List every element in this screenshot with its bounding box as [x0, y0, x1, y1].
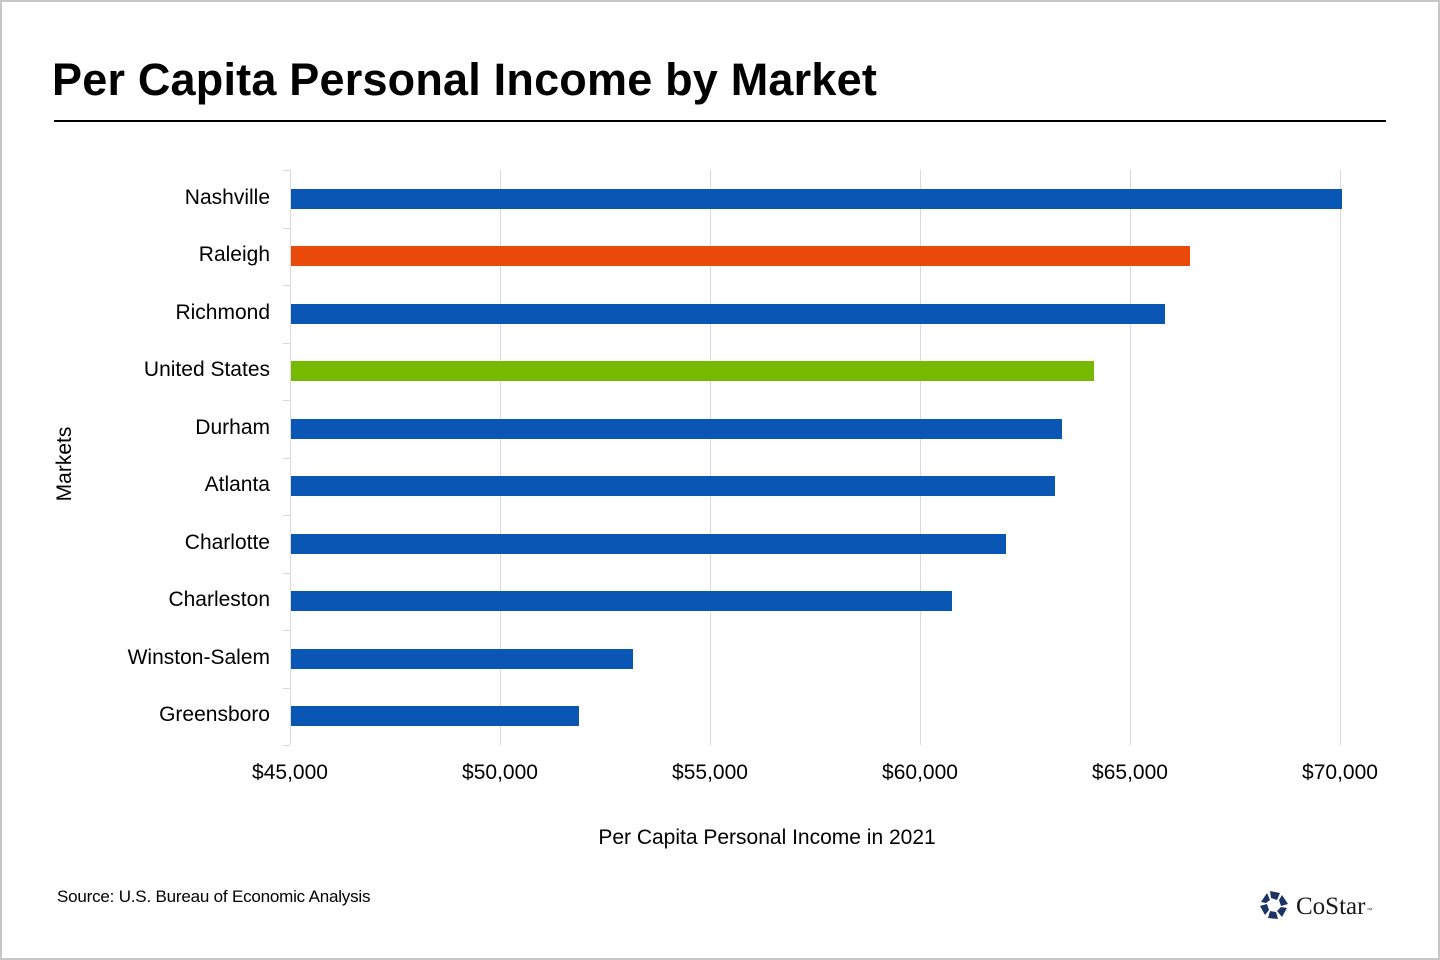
y-tick: [283, 458, 290, 459]
y-tick: [283, 228, 290, 229]
category-label: United States: [143, 358, 270, 382]
bar-nashville: [291, 188, 1342, 209]
category-label: Richmond: [175, 300, 270, 324]
x-tick-label: $65,000: [1092, 761, 1168, 784]
bar-richmond: [291, 303, 1165, 324]
gridline: [1130, 170, 1131, 745]
title-divider: [54, 120, 1386, 122]
y-tick: [283, 343, 290, 344]
category-label: Atlanta: [204, 473, 270, 497]
category-label: Charlotte: [184, 530, 270, 554]
costar-logo: CoStar™: [1258, 889, 1372, 925]
category-label: Greensboro: [159, 703, 270, 727]
costar-star-icon: [1258, 889, 1290, 926]
gridline: [920, 170, 921, 745]
bar-raleigh: [291, 246, 1191, 267]
bar-greensboro: [291, 706, 579, 727]
gridline: [1340, 170, 1341, 745]
y-tick: [283, 688, 290, 689]
bar-united-states: [291, 361, 1094, 382]
plot-area: [283, 170, 1380, 746]
x-axis-title: Per Capita Personal Income in 2021: [598, 826, 936, 849]
x-tick-label: $60,000: [882, 761, 958, 784]
x-tick-label: $55,000: [672, 761, 748, 784]
x-tick-label: $70,000: [1302, 761, 1378, 784]
x-tick-label: $45,000: [252, 761, 328, 784]
gridline: [500, 170, 501, 745]
category-label: Nashville: [184, 185, 270, 209]
bar-durham: [291, 418, 1062, 439]
logo-wordmark: CoStar™: [1296, 893, 1373, 920]
bar-atlanta: [291, 476, 1055, 497]
bar-charlotte: [291, 533, 1007, 554]
y-tick: [283, 745, 290, 746]
category-label: Raleigh: [198, 243, 270, 267]
y-axis-title: Markets: [53, 426, 76, 502]
y-tick: [283, 285, 290, 286]
y-tick: [283, 630, 290, 631]
chart-title: Per Capita Personal Income by Market: [52, 54, 878, 105]
x-tick-label: $50,000: [462, 761, 538, 784]
category-label: Charleston: [168, 588, 270, 612]
y-axis-line: [290, 170, 291, 745]
y-tick: [283, 515, 290, 516]
y-tick: [283, 573, 290, 574]
y-tick: [283, 170, 290, 171]
category-label: Durham: [195, 415, 270, 439]
source-note: Source: U.S. Bureau of Economic Analysis: [57, 887, 371, 906]
gridline: [710, 170, 711, 745]
bar-winston-salem: [291, 648, 634, 669]
y-tick: [283, 400, 290, 401]
category-label: Winston-Salem: [127, 645, 270, 669]
bar-charleston: [291, 591, 952, 612]
